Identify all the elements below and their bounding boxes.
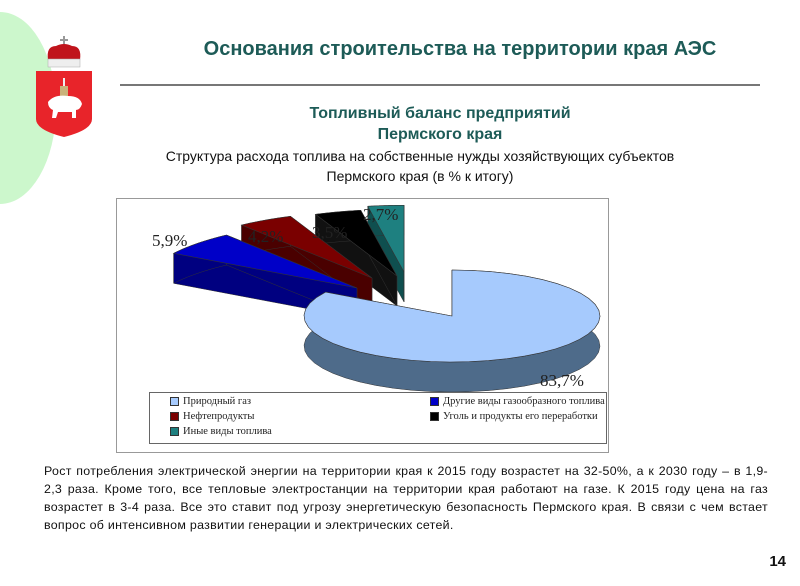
data-label: 2,7% — [363, 205, 398, 224]
legend-item: Уголь и продукты его переработки — [430, 411, 598, 422]
legend-label: Уголь и продукты его переработки — [443, 411, 598, 422]
heading-line: Топливный баланс предприятий — [309, 105, 571, 122]
legend-swatch — [430, 412, 439, 421]
chart-heading: Топливный баланс предприятий Пермского к… — [120, 103, 760, 145]
legend-swatch — [170, 412, 179, 421]
pie-chart: 83,7% 5,9% 4,2% 3,5% 2,7% — [152, 204, 601, 393]
legend-swatch — [170, 397, 179, 406]
legend-item: Иные виды топлива — [170, 426, 272, 437]
chart-legend: Природный газ Другие виды газообразного … — [149, 392, 607, 444]
legend-label: Природный газ — [183, 396, 252, 407]
perm-krai-emblem — [36, 36, 92, 137]
legend-label: Иные виды топлива — [183, 426, 272, 437]
heading-line: Пермского края — [377, 126, 503, 143]
chart-area — [116, 198, 609, 453]
legend-swatch — [170, 427, 179, 436]
legend-item: Нефтепродукты — [170, 411, 254, 422]
slice-top — [367, 204, 405, 273]
caption-line: Пермского края (в % к итогу) — [326, 168, 514, 184]
body-text: Рост потребления электрической энергии н… — [44, 464, 768, 532]
caption-line: Структура расхода топлива на собственные… — [165, 148, 675, 164]
legend-label: Другие виды газообразного топлива — [443, 396, 605, 407]
data-label: 83,7% — [540, 371, 584, 390]
pie-slice — [303, 269, 601, 393]
legend-item: Природный газ — [170, 396, 251, 407]
slice-top — [314, 209, 398, 277]
legend-swatch — [430, 397, 439, 406]
data-label: 5,9% — [152, 231, 187, 250]
data-label: 3,5% — [312, 223, 347, 242]
data-label: 4,2% — [248, 227, 283, 246]
slice-top — [303, 269, 601, 363]
legend-item: Другие виды газообразного топлива — [430, 396, 605, 407]
chart-caption: Структура расхода топлива на собственные… — [70, 146, 770, 186]
legend-label: Нефтепродукты — [183, 411, 255, 422]
page-number: 14 — [769, 553, 786, 570]
title-divider — [120, 84, 760, 86]
slice-top — [240, 215, 373, 279]
slide-title: Основания строительства на территории кр… — [203, 38, 717, 60]
slice-top — [172, 234, 358, 289]
pie-slice — [314, 209, 398, 307]
